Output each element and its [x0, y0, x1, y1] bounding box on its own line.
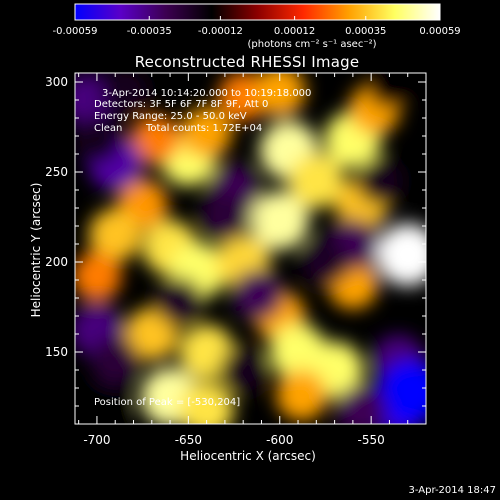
negative-intensity-blob: [83, 383, 129, 424]
energy-range-text: Energy Range: 25.0 - 50.0 keV: [94, 111, 247, 122]
colorbar-unit-label: (photons cm⁻² s⁻¹ asec⁻²): [247, 39, 377, 50]
negative-intensity-blob: [75, 116, 121, 164]
positive-intensity-blob: [250, 191, 310, 251]
negative-intensity-blob: [155, 277, 204, 326]
negative-intensity-blob: [301, 238, 350, 286]
y-tick-label: 150: [45, 345, 68, 359]
x-tick-label: -600: [266, 433, 294, 447]
algorithm-text: Clean: [94, 123, 123, 134]
positive-intensity-blob: [254, 73, 306, 117]
detectors-text: Detectors: 3F 5F 6F 7F 8F 9F, Att 0: [94, 99, 269, 110]
positive-intensity-blob: [288, 153, 344, 209]
positive-intensity-blob: [75, 251, 122, 301]
colorbar-ticks: [74, 16, 441, 20]
y-axis-label: Heliocentric Y (arcsec): [29, 182, 43, 318]
y-tick-label: 250: [45, 165, 68, 179]
positive-intensity-blob: [130, 115, 180, 165]
negative-intensity-blob: [380, 360, 426, 423]
positive-intensity-blob: [276, 369, 328, 421]
axis-ticks: [75, 73, 427, 425]
footer-timestamp: 3-Apr-2014 18:47: [408, 485, 496, 496]
colorbar-tick-label: -0.00035: [126, 26, 172, 37]
negative-intensity-blob: [90, 336, 140, 386]
x-tick-label: -700: [83, 433, 111, 447]
negative-intensity-blob: [100, 73, 148, 115]
colorbar-tick-label: -0.00012: [197, 26, 243, 37]
positive-intensity-blob: [125, 307, 179, 361]
negative-intensity-blob: [200, 192, 250, 242]
positive-intensity-blob: [179, 382, 235, 424]
negative-intensity-blob: [356, 157, 404, 205]
positive-intensity-blob: [181, 106, 233, 158]
colorbar-tick-label: 0.00035: [345, 26, 387, 37]
y-tick-label: 200: [45, 255, 68, 269]
plot-frame: [74, 72, 427, 425]
chart-title: Reconstructed RHESSI Image: [134, 53, 360, 71]
colorbar: [74, 3, 441, 21]
colorbar-tick-label: 0.00012: [273, 26, 316, 37]
heatmap-intensity-field: [75, 73, 426, 424]
colorbar-tick-label: -0.00059: [52, 26, 98, 37]
negative-intensity-blob: [219, 346, 267, 394]
x-axis-label: Heliocentric X (arcsec): [180, 449, 316, 463]
negative-intensity-blob: [232, 268, 284, 320]
positive-intensity-blob: [88, 208, 142, 262]
y-tick-label: 300: [45, 75, 68, 89]
peak-position-text: Position of Peak = [-530,204]: [94, 397, 241, 408]
time-range-text: 3-Apr-2014 10:14:20.000 to 10:19:18.000: [102, 88, 312, 99]
total-counts-text: Total counts: 1.72E+04: [146, 123, 263, 134]
x-tick-label: -650: [174, 433, 202, 447]
x-tick-label: -550: [357, 433, 385, 447]
negative-intensity-blob: [366, 73, 412, 109]
positive-intensity-blob: [376, 223, 426, 286]
colorbar-tick-label: 0.00059: [419, 26, 461, 37]
negative-intensity-blob: [336, 384, 388, 424]
